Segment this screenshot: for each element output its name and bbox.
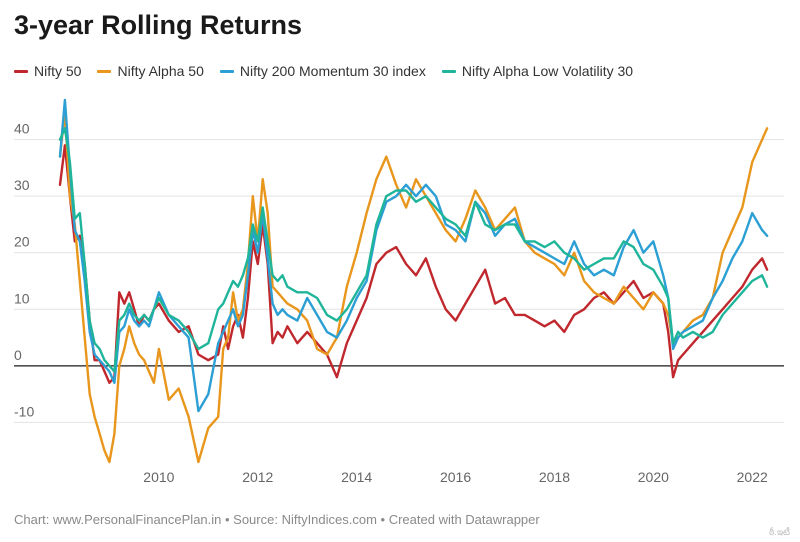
x-tick-label: 2012 — [242, 469, 273, 485]
legend: Nifty 50 Nifty Alpha 50 Nifty 200 Moment… — [14, 63, 633, 79]
series-line-2 — [58, 98, 769, 413]
y-tick-label: 10 — [14, 290, 30, 306]
y-tick-label: 40 — [14, 121, 30, 137]
x-tick-label: 2018 — [539, 469, 570, 485]
series-line-1 — [58, 110, 769, 464]
legend-item-momentum-30: Nifty 200 Momentum 30 index — [219, 63, 426, 79]
x-tick-label: 2010 — [143, 469, 174, 485]
watermark: ఠీ.ఇటీ — [769, 527, 790, 537]
x-tick-label: 2016 — [440, 469, 471, 485]
chart-title: 3-year Rolling Returns — [14, 10, 303, 40]
legend-label: Nifty 200 Momentum 30 index — [239, 63, 426, 79]
x-tick-label: 2022 — [737, 469, 768, 485]
source-footer: Chart: www.PersonalFinancePlan.in • Sour… — [14, 512, 540, 527]
x-tick-label: 2014 — [341, 469, 372, 485]
y-tick-label: 0 — [14, 347, 22, 363]
legend-swatch — [14, 69, 28, 73]
legend-item-nifty-alpha-50: Nifty Alpha 50 — [97, 63, 204, 79]
series-line-0 — [58, 144, 769, 384]
y-tick-label: -10 — [14, 403, 34, 419]
legend-swatch — [441, 69, 456, 73]
legend-swatch — [97, 69, 112, 73]
legend-label: Nifty 50 — [34, 63, 82, 79]
legend-label: Nifty Alpha Low Volatility 30 — [461, 63, 634, 79]
x-tick-label: 2020 — [638, 469, 669, 485]
legend-label: Nifty Alpha 50 — [117, 63, 204, 79]
y-tick-label: 30 — [14, 177, 30, 193]
legend-item-nifty-50: Nifty 50 — [14, 63, 81, 79]
legend-item-alpha-low-vol-30: Nifty Alpha Low Volatility 30 — [441, 63, 634, 79]
series-line-3 — [58, 127, 769, 373]
y-tick-label: 20 — [14, 234, 30, 250]
legend-swatch — [219, 69, 234, 73]
